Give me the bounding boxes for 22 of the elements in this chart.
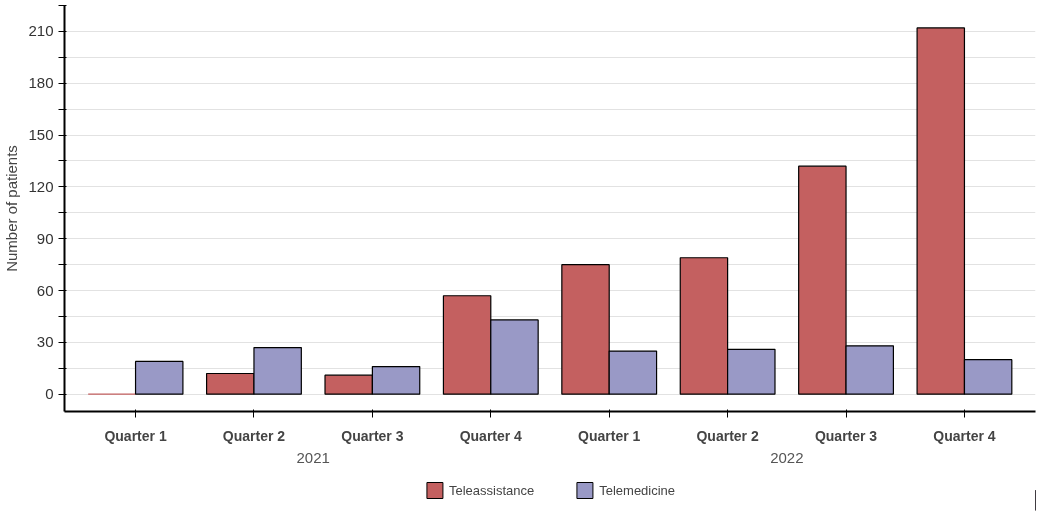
x-tick-label: Quarter 4 [459, 427, 523, 444]
text: 2021 [296, 448, 330, 466]
y-tick-label: 150 [28, 126, 54, 144]
y-tick-label: 210 [28, 22, 54, 40]
x-tick-label: Quarter 3 [341, 427, 404, 444]
y-tick-label: 0 [45, 385, 54, 403]
bar [134, 360, 184, 395]
text: 2022 [770, 448, 804, 466]
x-tick-label: Quarter 4 [933, 427, 996, 444]
x-tick-label: Quarter 2 [222, 427, 286, 444]
x-tick-label: Quarter 2 [696, 427, 759, 444]
x-tick-label: Quarter 1 [578, 427, 641, 444]
y-tick-label: 60 [36, 281, 54, 299]
y-tick-label: 30 [36, 333, 54, 351]
y-tick-label: 120 [28, 177, 54, 195]
legend-label: Telemedicine [599, 482, 676, 498]
y-tick-label: 90 [36, 229, 54, 247]
x-tick-label: Quarter 1 [104, 427, 167, 444]
x-tick-label: Quarter 3 [814, 427, 878, 444]
legend-label: Teleassistance [448, 482, 535, 498]
y-axis-title: Number of patients [3, 145, 21, 272]
y-tick-label: 180 [28, 74, 54, 92]
